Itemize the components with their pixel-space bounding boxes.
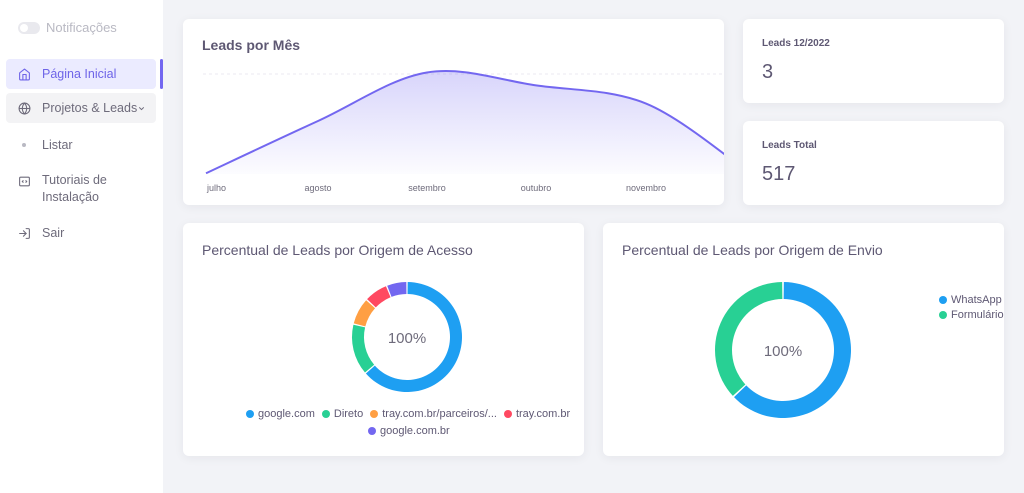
sidebar-item-list[interactable]: Listar	[6, 136, 156, 154]
globe-icon	[17, 101, 31, 115]
leads-per-month-card: Leads por Mês julho agosto setembro outubro…	[183, 19, 724, 205]
x-tick-label: julho	[206, 183, 226, 193]
legend-label: tray.com.br/parceiros/...	[382, 408, 497, 420]
access-legend-row-2: google.com.br	[368, 425, 457, 437]
card-title: Percentual de Leads por Origem de Acesso	[202, 242, 473, 258]
sidebar-item-logout[interactable]: Sair	[6, 224, 156, 242]
sidebar-item-label: Listar	[42, 138, 73, 152]
legend-swatch	[321, 410, 330, 418]
legend-swatch	[246, 410, 254, 418]
pie-slice[interactable]	[353, 300, 376, 327]
home-icon	[17, 67, 31, 81]
donut-center-label: 100%	[387, 330, 427, 347]
series-area	[206, 71, 724, 174]
x-tick-label: setembro	[408, 183, 446, 193]
legend-item-tray-parceiros[interactable]: tray.com.br/parceiros/...	[370, 408, 497, 420]
toggle-switch[interactable]	[18, 21, 40, 34]
sidebar-item-projects-leads[interactable]: Projetos & Leads	[6, 93, 156, 123]
donut-center-label: 100%	[763, 343, 803, 360]
pie-slice[interactable]	[367, 286, 391, 308]
label-line-1: Tutoriais de	[42, 173, 107, 187]
pie-slice[interactable]	[387, 282, 407, 297]
code-icon	[17, 174, 31, 188]
legend-label: google.com	[258, 408, 315, 420]
bullet-icon	[22, 143, 26, 147]
send-donut-chart	[715, 282, 851, 419]
access-origin-card: Percentual de Leads por Origem de Acesso…	[183, 223, 584, 456]
card-title: Percentual de Leads por Origem de Envio	[622, 242, 883, 258]
legend-item-google-com[interactable]: google.com	[246, 408, 315, 420]
stat-value: 3	[762, 61, 774, 83]
notifications-label: Notificações	[46, 20, 117, 35]
notifications-toggle[interactable]: Notificações	[18, 20, 117, 35]
stat-card-month: Leads 12/2022 3	[743, 19, 1004, 103]
access-donut-chart	[352, 282, 462, 392]
active-indicator	[160, 59, 163, 89]
legend-swatch	[503, 410, 512, 418]
pie-slice[interactable]	[365, 282, 462, 392]
legend-label: google.com.br	[380, 425, 450, 437]
legend-swatch	[368, 427, 376, 435]
legend-item-google-com-br[interactable]: google.com.br	[368, 425, 450, 437]
sidebar: Notificações Página Inicial Projetos & L…	[0, 0, 163, 493]
legend-swatch	[939, 311, 947, 319]
chevron-down-icon	[137, 102, 146, 116]
sidebar-item-tutorials[interactable]: Tutoriais de Instalação	[6, 172, 156, 206]
sidebar-item-label: Página Inicial	[42, 67, 117, 81]
pie-slice[interactable]	[352, 324, 375, 373]
send-legend: WhatsApp Formulário	[939, 294, 1004, 321]
area-chart: julhoagostosetembrooutubronovembrode	[203, 70, 724, 193]
legend-label: WhatsApp	[951, 294, 1002, 306]
sidebar-item-label: Projetos & Leads	[42, 101, 138, 115]
stat-value: 517	[762, 163, 796, 185]
series-line	[205, 70, 724, 175]
legend-label: Formulário	[951, 309, 1004, 321]
x-tick-label: agosto	[304, 183, 331, 193]
legend-label: Direto	[333, 408, 364, 420]
stat-label: Leads Total	[762, 140, 817, 151]
logout-icon	[17, 226, 31, 240]
stat-label: Leads 12/2022	[762, 38, 830, 49]
access-legend-row-1: google.com Direto tray.com.br/parceiros/…	[246, 408, 577, 420]
legend-item-direto[interactable]: Direto	[321, 408, 364, 420]
card-title: Leads por Mês	[202, 37, 301, 53]
sidebar-item-home[interactable]: Página Inicial	[6, 59, 156, 89]
send-origin-card: Percentual de Leads por Origem de Envio …	[603, 223, 1004, 456]
stat-card-total: Leads Total 517	[743, 121, 1004, 205]
sidebar-item-label: Sair	[42, 226, 65, 240]
legend-item-formulario[interactable]: Formulário	[939, 309, 1004, 321]
x-tick-label: novembro	[626, 183, 666, 193]
x-tick-label: outubro	[521, 183, 552, 193]
sidebar-item-label: Tutoriais de Instalação	[42, 172, 107, 206]
pie-slice[interactable]	[715, 282, 783, 396]
legend-item-whatsapp[interactable]: WhatsApp	[939, 294, 1004, 306]
legend-item-tray-com-br[interactable]: tray.com.br	[503, 408, 571, 420]
legend-swatch	[370, 410, 379, 418]
pie-slice[interactable]	[734, 282, 851, 419]
legend-label: tray.com.br	[515, 408, 571, 420]
legend-swatch	[939, 296, 947, 304]
label-line-2: Instalação	[42, 190, 99, 204]
